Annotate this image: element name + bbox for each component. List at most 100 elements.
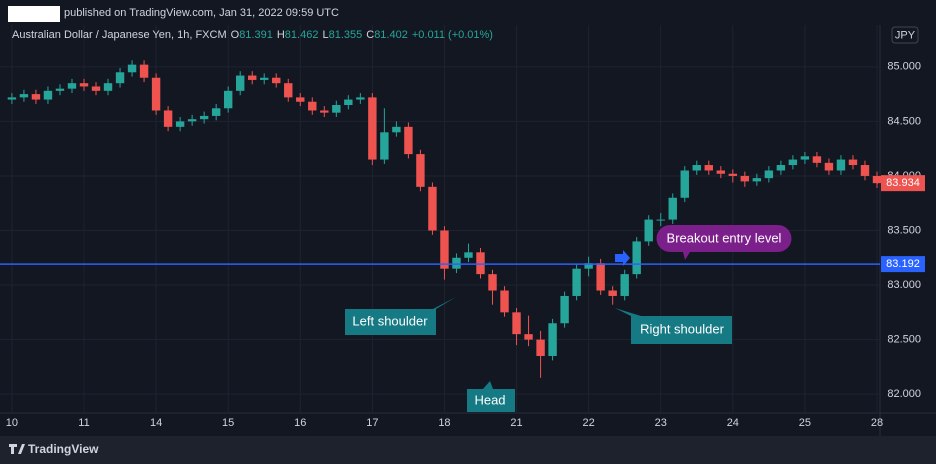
candle-body (320, 110, 329, 113)
ohlc-value: 81.462 (284, 29, 319, 41)
candle-body (536, 339, 545, 356)
candle-body (524, 334, 533, 340)
published-note: published on TradingView.com, Jan 31, 20… (64, 7, 339, 19)
y-tick-label: 84.500 (887, 115, 921, 127)
candle-body (800, 156, 810, 160)
candle-body (344, 99, 353, 106)
ohlc-value: 81.355 (328, 29, 363, 41)
candle-body (500, 290, 509, 313)
footer-bar (0, 436, 936, 464)
candle-body (824, 162, 834, 171)
ohlc-value: 81.402 (374, 29, 408, 41)
candle-body (788, 159, 798, 166)
candle-body (452, 257, 461, 269)
ohlc-label: O (230, 29, 240, 41)
candle-body (79, 83, 89, 87)
candle-body (464, 252, 473, 258)
candle-body (272, 77, 281, 84)
annotation: Right shoulder (615, 308, 732, 344)
candle-body (776, 165, 786, 171)
candle-body (31, 94, 41, 100)
last-price-label: 83.934 (886, 177, 920, 189)
y-tick-label: 85.000 (887, 61, 921, 73)
candle-body (812, 156, 822, 163)
candle-body (151, 77, 161, 111)
x-tick-label: 28 (871, 417, 883, 429)
candle-body (175, 121, 185, 127)
candle-body (7, 97, 17, 100)
callout-box (467, 381, 515, 412)
annotation: Head (467, 381, 515, 412)
candle-body (680, 170, 689, 198)
candle-body (752, 178, 762, 182)
candle-body (764, 170, 774, 179)
candle-body (428, 186, 437, 231)
candle-body (740, 175, 750, 182)
candle-body (199, 115, 209, 120)
symbol: Australian Dollar / Japanese Yen, 1h, FX… (12, 29, 227, 41)
ohlc-item: O81.391 (231, 29, 273, 41)
ohlc-item: H81.462 (277, 29, 319, 41)
x-tick-label: 21 (510, 417, 522, 429)
x-tick-label: 11 (78, 417, 89, 429)
ohlc-value: 81.391 (239, 29, 273, 41)
ohlc-item: L81.355 (322, 29, 362, 41)
candle-body (368, 97, 377, 160)
candle-body (512, 312, 521, 335)
candle-body (127, 64, 137, 73)
candle-body (836, 159, 846, 171)
candle-body (163, 110, 173, 127)
redacted-box (8, 6, 60, 22)
callout-box (345, 297, 456, 335)
currency: JPY (895, 29, 916, 41)
callout-text: Head (474, 392, 505, 407)
currency-badge (891, 26, 919, 44)
last-price-badge (881, 175, 925, 192)
callout-text: Right shoulder (640, 321, 724, 336)
ohlc-item: C81.402 (366, 29, 408, 41)
candle-body (67, 83, 77, 89)
y-tick-label: 82.500 (887, 334, 921, 346)
candle-body (476, 252, 485, 275)
symbol-legend: Australian Dollar / Japanese Yen, 1h, FX… (12, 29, 493, 41)
candle-body (91, 86, 101, 91)
candle-body (728, 173, 738, 176)
candle-body (43, 90, 53, 100)
candle-body (284, 83, 293, 98)
logo-icon (9, 444, 25, 454)
candle-body (632, 241, 641, 275)
level-label: 83.192 (886, 258, 920, 270)
brand: TradingView (28, 442, 99, 456)
candle-body (211, 108, 221, 116)
candle-body (620, 274, 629, 296)
y-tick-label: 83.000 (887, 279, 921, 291)
ohlc-label: H (276, 29, 285, 41)
candle-body (332, 105, 341, 113)
ohlc-label: C (366, 29, 375, 41)
y-tick-label: 82.000 (887, 388, 921, 400)
candle-body (296, 97, 305, 102)
candle-body (716, 170, 726, 174)
candle-body (308, 101, 317, 111)
candle-body (572, 268, 581, 296)
x-tick-label: 16 (294, 417, 306, 429)
arrow-icon (615, 250, 630, 266)
candle-body (356, 97, 365, 100)
x-tick-label: 24 (727, 417, 739, 429)
callout-box (656, 225, 792, 260)
change: +0.011 (+0.01%) (411, 29, 493, 41)
level-badge (881, 256, 925, 273)
candle-body (187, 119, 197, 122)
candle-body (440, 230, 449, 269)
candle-body (584, 263, 593, 269)
candle-body (488, 274, 497, 291)
callout-text: Left shoulder (352, 313, 428, 328)
candle-body (872, 175, 882, 184)
candle-body (139, 64, 149, 78)
candle-body (668, 197, 677, 220)
x-tick-label: 18 (438, 417, 450, 429)
candle-body (115, 72, 125, 84)
candle-body (848, 159, 858, 166)
